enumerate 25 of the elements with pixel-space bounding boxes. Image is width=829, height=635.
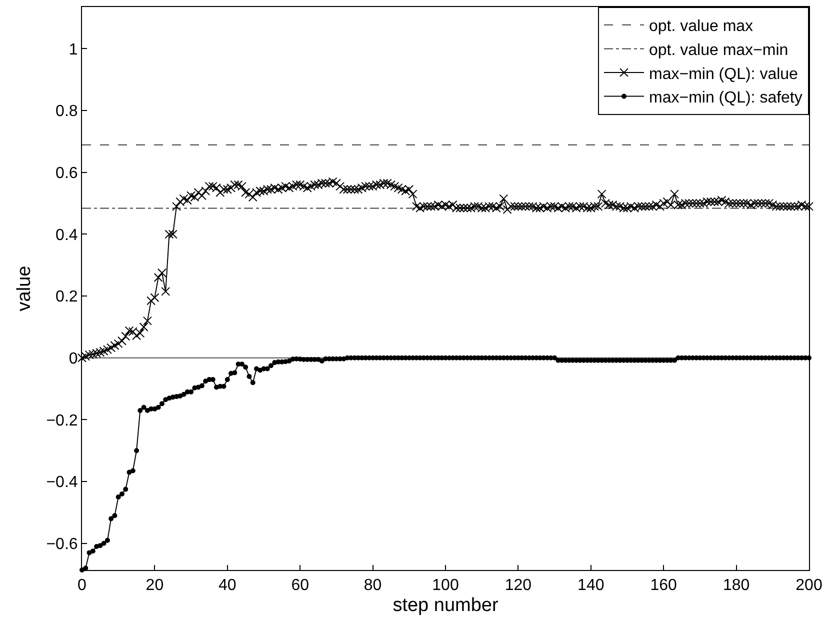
y-tick-label: 0.6 bbox=[56, 165, 78, 182]
legend-label: opt. value max−min bbox=[649, 42, 788, 59]
x-tick-label: 60 bbox=[291, 577, 310, 594]
x-tick-label: 20 bbox=[146, 577, 164, 594]
x-tick-label: 40 bbox=[218, 577, 236, 594]
y-tick-label: −0.6 bbox=[46, 536, 78, 554]
x-tick-label: 160 bbox=[650, 577, 678, 594]
y-tick-label: −0.4 bbox=[46, 474, 78, 492]
y-tick-label: 0.2 bbox=[56, 288, 78, 306]
x-tick-label: 100 bbox=[432, 577, 459, 594]
legend-label: max−min (QL): safety bbox=[649, 90, 802, 107]
y-tick-label: −0.2 bbox=[46, 412, 78, 430]
y-tick-label: 0.8 bbox=[56, 103, 78, 120]
x-tick-label: 140 bbox=[578, 577, 604, 594]
x-tick-label: 180 bbox=[722, 577, 750, 594]
y-tick-label: 0 bbox=[68, 350, 78, 368]
legend-label: opt. value max bbox=[649, 18, 754, 36]
y-tick-label: 1 bbox=[68, 41, 78, 58]
x-tick-label: 80 bbox=[364, 577, 382, 594]
legend-label: max−min (QL): value bbox=[649, 66, 798, 83]
y-tick-label: 0.4 bbox=[56, 226, 78, 244]
x-axis-title: step number bbox=[392, 595, 499, 616]
x-tick-label: 120 bbox=[504, 577, 532, 594]
x-tick-label: 200 bbox=[796, 577, 822, 594]
y-axis-title: value bbox=[14, 266, 36, 312]
